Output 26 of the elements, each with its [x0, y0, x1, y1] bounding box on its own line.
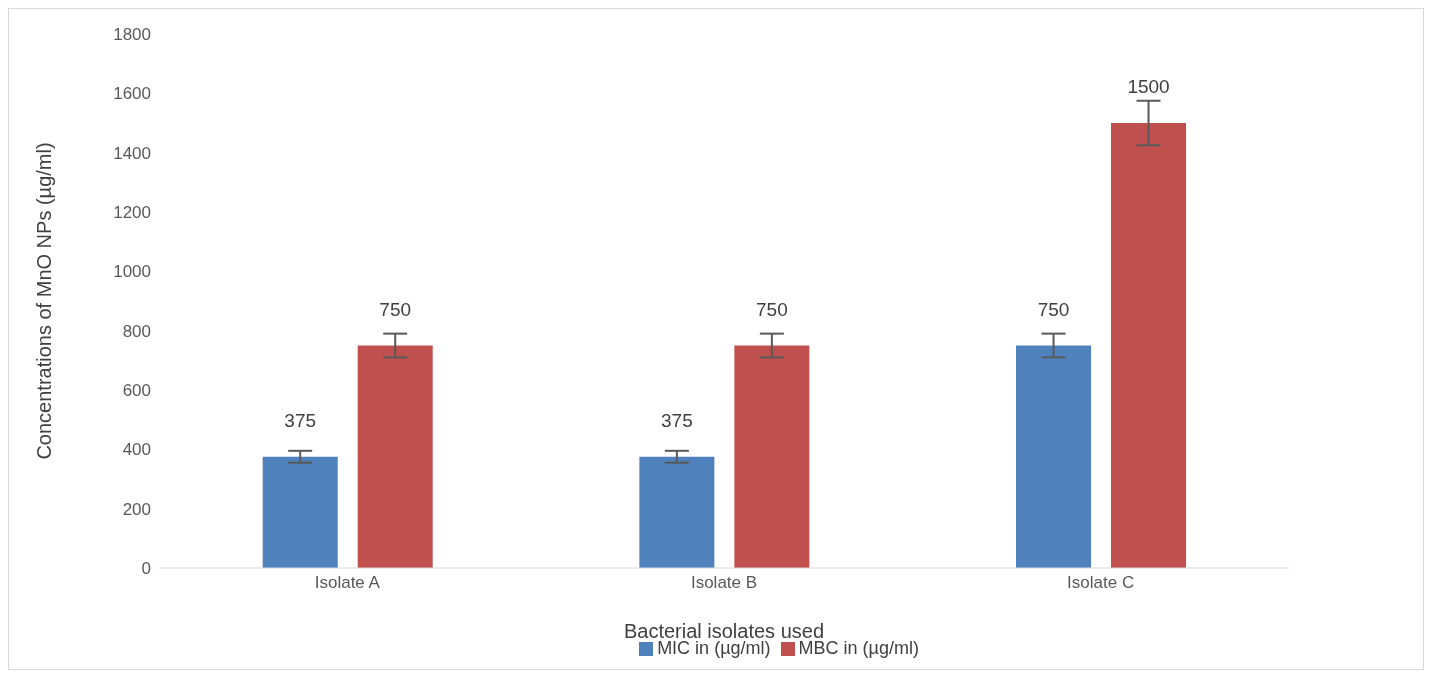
y-tick-label: 200 [122, 499, 151, 519]
data-label: 750 [1037, 298, 1070, 320]
y-tick-label: 0 [141, 559, 151, 579]
data-label: 1500 [1127, 76, 1170, 97]
y-tick-label: 1200 [113, 203, 151, 223]
bar [357, 345, 433, 568]
data-label: 750 [756, 298, 788, 320]
y-axis-title: Concentrations of MnO NPs (µg/ml) [33, 142, 56, 460]
data-label: 375 [661, 409, 693, 431]
y-tick-label: 600 [122, 381, 151, 401]
bar [262, 456, 338, 568]
x-tick-label: Isolate C [1067, 573, 1135, 593]
y-tick-label: 1800 [113, 25, 151, 45]
bar [734, 345, 810, 568]
bar [639, 456, 715, 568]
y-tick-label: 1000 [113, 262, 151, 282]
x-tick-label: Isolate B [690, 573, 758, 593]
bar [1016, 345, 1092, 568]
y-tick-label: 1400 [113, 143, 151, 163]
y-tick-label: 1600 [113, 84, 151, 104]
x-tick-label: Isolate A [314, 573, 381, 593]
data-label: 375 [284, 409, 317, 431]
data-label: 750 [379, 298, 412, 320]
bar [1111, 123, 1187, 568]
y-tick-label: 800 [122, 321, 151, 341]
y-tick-label: 400 [122, 440, 151, 460]
